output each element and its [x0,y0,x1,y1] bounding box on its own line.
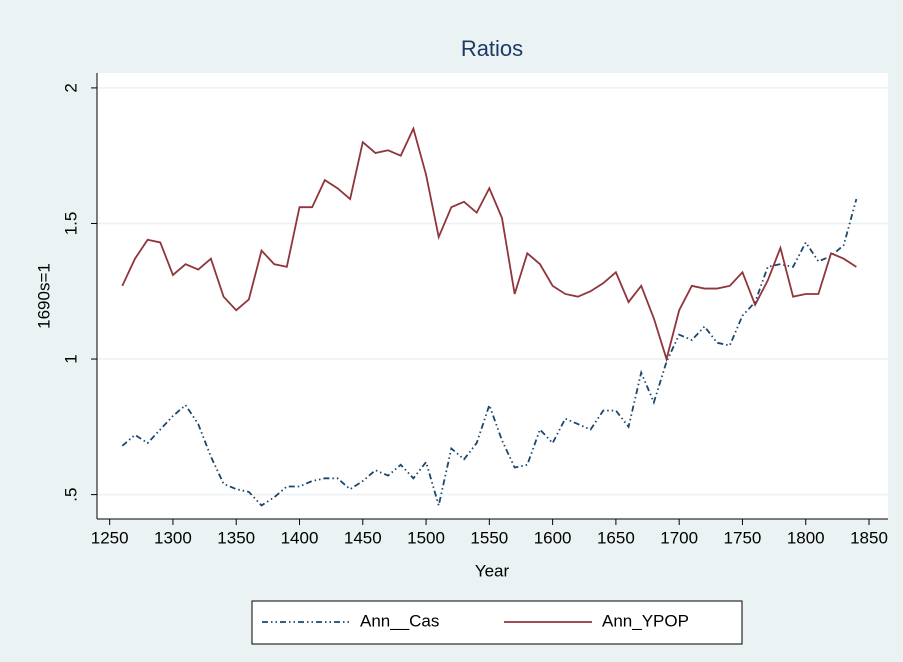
legend-label: Ann__Cas [360,611,439,630]
y-tick-label: 1 [61,354,80,363]
plot-area [97,73,888,519]
legend-box [251,600,743,645]
x-tick-label: 1400 [281,528,319,547]
x-tick-label: 1350 [217,528,255,547]
legend-label: Ann_YPOP [602,611,689,630]
x-axis-title: Year [475,561,510,580]
x-tick-label: 1550 [470,528,508,547]
y-axis-title: 1690s=1 [34,263,53,329]
x-tick-label: 1300 [154,528,192,547]
y-tick-label: 2 [61,83,80,92]
x-tick-label: 1850 [850,528,888,547]
y-tick-label: 1.5 [61,212,80,236]
series-line [121,125,857,363]
y-tick-label: .5 [61,488,80,502]
x-tick-label: 1700 [660,528,698,547]
chart-title: Ratios [461,36,523,61]
x-tick-label: 1650 [597,528,635,547]
x-tick-label: 1600 [534,528,572,547]
x-tick-label: 1250 [91,528,129,547]
x-tick-label: 1500 [407,528,445,547]
series-line [121,198,858,507]
x-tick-label: 1750 [724,528,762,547]
x-tick-label: 1800 [787,528,825,547]
x-tick-label: 1450 [344,528,382,547]
